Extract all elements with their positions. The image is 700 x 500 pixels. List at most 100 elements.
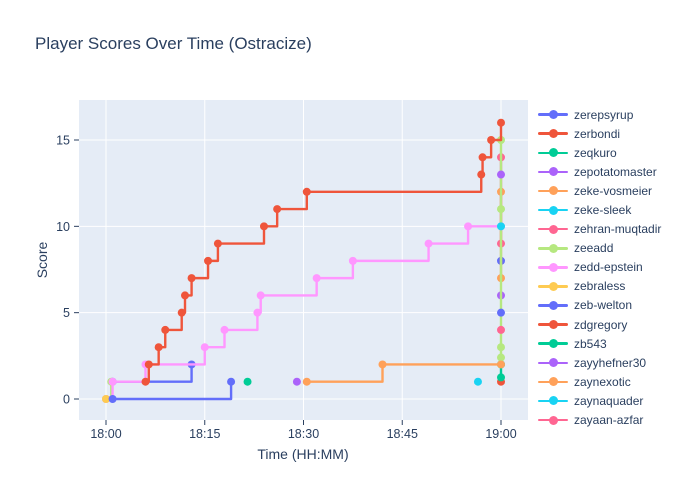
legend-dot-icon <box>548 167 558 177</box>
y-tick-label: 5 <box>63 306 70 320</box>
legend-dot-icon <box>548 224 558 234</box>
data-point-zayaan-azfar <box>497 325 505 334</box>
legend-item-zeke-sleek[interactable]: zeke-sleek <box>538 200 661 219</box>
legend-swatch-icon <box>538 110 568 120</box>
legend-swatch-icon <box>538 243 568 253</box>
legend-label: zaynexotic <box>574 374 631 389</box>
series-line-zeb-welton <box>111 380 233 401</box>
legend-dot-icon <box>548 377 558 387</box>
legend-item-zebraless[interactable]: zebraless <box>538 277 661 296</box>
legend-item-zepotatomaster[interactable]: zepotatomaster <box>538 162 661 181</box>
series-zayaan-azfar <box>497 325 505 334</box>
data-point-zeke-sleek <box>473 377 482 386</box>
legend-swatch-icon <box>538 339 568 349</box>
legend-label: zdgregory <box>574 317 628 332</box>
legend-item-zeb-welton[interactable]: zeb-welton <box>538 296 661 315</box>
data-point-zeeadd <box>497 205 505 214</box>
x-tick-label: 19:00 <box>485 427 516 441</box>
legend-swatch-icon <box>538 186 568 196</box>
x-tick-label: 18:45 <box>387 427 418 441</box>
data-point-zdgregory <box>177 308 186 317</box>
legend-label: zeqkuro <box>574 145 617 160</box>
legend-item-zerbondi[interactable]: zerbondi <box>538 124 661 143</box>
data-point-zdgregory <box>144 360 153 369</box>
legend-item-zaynexotic[interactable]: zaynexotic <box>538 372 661 391</box>
data-point-zdgregory <box>204 256 213 265</box>
legend-dot-icon <box>548 339 558 349</box>
legend-dot-icon <box>548 320 558 330</box>
data-point-zaynaquader <box>497 222 505 231</box>
legend-swatch-icon <box>538 396 568 406</box>
data-point-zdgregory <box>487 135 496 144</box>
legend-dot-icon <box>548 262 558 272</box>
data-point-zdgregory <box>154 343 163 352</box>
legend-swatch-icon <box>538 358 568 368</box>
y-tick-label: 10 <box>56 220 70 234</box>
legend-dot-icon <box>548 281 558 291</box>
legend-label: zebraless <box>574 279 626 294</box>
x-tick-label: 18:00 <box>90 427 121 441</box>
data-point-zdgregory <box>273 205 282 214</box>
series-zaynaquader <box>497 222 505 231</box>
data-point-zdgregory <box>497 118 505 127</box>
data-point-zdgregory <box>477 170 486 179</box>
data-point-zdgregory <box>141 377 150 386</box>
data-point-zebraless <box>102 395 110 403</box>
series-zb543 <box>243 377 252 386</box>
data-point-zaynexotic <box>378 360 387 369</box>
legend-label: zerbondi <box>574 126 621 141</box>
legend-label: zeeadd <box>574 241 614 256</box>
y-tick-label: 0 <box>63 393 70 407</box>
legend-dot-icon <box>548 110 558 120</box>
data-point-zeb-welton <box>497 308 505 317</box>
data-point-zeb-welton <box>108 395 117 403</box>
legend-item-zayaan-azfar[interactable]: zayaan-azfar <box>538 411 661 430</box>
data-point-zaynexotic <box>497 360 505 369</box>
legend-dot-icon <box>548 148 558 158</box>
series-line-zaynexotic <box>305 363 503 383</box>
data-point-zdgregory <box>181 291 189 300</box>
legend-swatch-icon <box>538 148 568 158</box>
legend-dot-icon <box>548 300 558 310</box>
legend-label: zeke-vosmeier <box>574 183 653 198</box>
data-point-zedd-epstein <box>312 274 321 283</box>
data-point-zedd-epstein <box>464 222 473 231</box>
legend-dot-icon <box>548 129 558 139</box>
legend-label: zeke-sleek <box>574 203 632 218</box>
series-zdgregory <box>141 118 505 386</box>
data-point-zeeadd <box>497 353 505 362</box>
legend-item-zehran-muqtadir[interactable]: zehran-muqtadir <box>538 220 661 239</box>
data-point-zedd-epstein <box>108 377 117 386</box>
x-tick-label: 18:30 <box>288 427 319 441</box>
series-lines <box>102 118 505 403</box>
legend-item-zerepsyrup[interactable]: zerepsyrup <box>538 105 661 124</box>
legend-item-zedd-epstein[interactable]: zedd-epstein <box>538 258 661 277</box>
data-point-zedd-epstein <box>200 343 209 352</box>
legend-swatch-icon <box>538 129 568 139</box>
legend-item-zeeadd[interactable]: zeeadd <box>538 239 661 258</box>
legend-item-zeqkuro[interactable]: zeqkuro <box>538 143 661 162</box>
legend-item-zayyhefner30[interactable]: zayyhefner30 <box>538 353 661 372</box>
legend-item-zaynaquader[interactable]: zaynaquader <box>538 391 661 410</box>
data-point-zedd-epstein <box>253 308 262 317</box>
y-axis-title: Score <box>34 241 50 279</box>
legend-dot-icon <box>548 358 558 368</box>
legend-swatch-icon <box>538 415 568 425</box>
legend-dot-icon <box>548 205 558 215</box>
data-point-zeb-welton <box>227 377 236 386</box>
data-point-zaynexotic <box>302 377 311 386</box>
legend-label: zeb-welton <box>574 298 633 313</box>
y-tick-label: 15 <box>56 133 70 147</box>
data-point-zdgregory <box>187 274 196 283</box>
data-point-zedd-epstein <box>348 256 357 265</box>
legend-label: zedd-epstein <box>574 260 643 275</box>
legend-item-zb543[interactable]: zb543 <box>538 334 661 353</box>
legend-label: zayaan-azfar <box>574 413 644 428</box>
legend-item-zeke-vosmeier[interactable]: zeke-vosmeier <box>538 181 661 200</box>
legend-swatch-icon <box>538 377 568 387</box>
legend-item-zdgregory[interactable]: zdgregory <box>538 315 661 334</box>
data-point-zdgregory <box>260 222 268 231</box>
legend-label: zerepsyrup <box>574 107 634 122</box>
data-point-zeeadd <box>497 343 505 352</box>
